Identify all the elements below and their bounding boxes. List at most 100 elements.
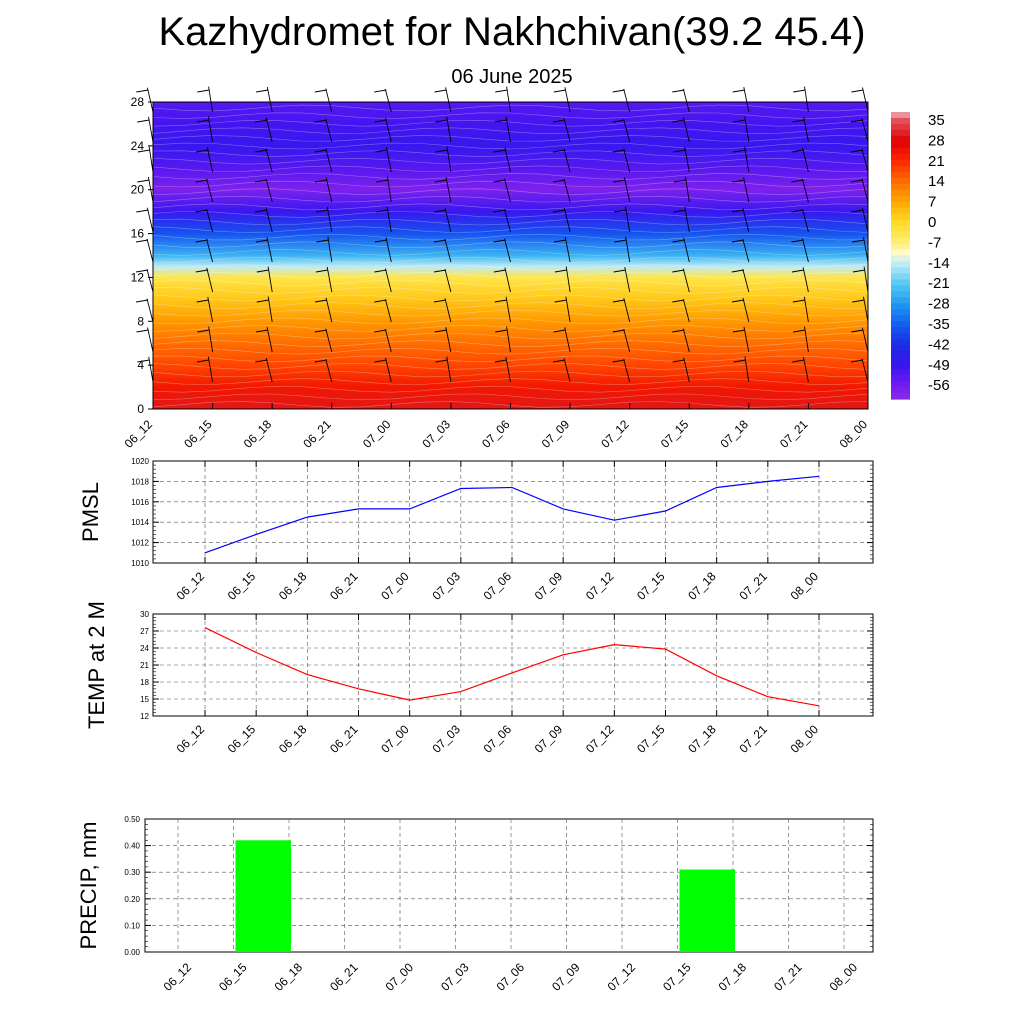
wind-barb <box>743 177 750 203</box>
x-tick-label: 07_15 <box>660 960 694 994</box>
y-tick-label: 8 <box>137 314 144 328</box>
y-tick-label: 0 <box>137 402 144 416</box>
wind-barb-flag <box>791 269 805 273</box>
contour-line <box>152 279 869 287</box>
wind-barb-flag <box>850 359 864 363</box>
x-tick-label: 06_12 <box>174 722 208 756</box>
wind-barb-flag <box>850 119 864 123</box>
wind-barb-flag <box>137 179 150 183</box>
wind-barb-flag <box>256 299 269 303</box>
wind-barb-flag <box>733 149 746 153</box>
wind-barb <box>802 238 809 263</box>
wind-barb-flag <box>434 329 447 333</box>
wind-barb-flag <box>433 269 446 273</box>
contour-line <box>152 363 869 370</box>
wind-barb-flag <box>791 179 804 183</box>
wind-barb-flag <box>494 299 507 303</box>
wind-barb <box>325 119 333 143</box>
colorbar-swatch <box>891 291 910 298</box>
wind-barb <box>623 119 631 143</box>
colorbar-label: -28 <box>928 296 950 313</box>
wind-barb <box>505 356 511 383</box>
wind-barb <box>146 238 154 263</box>
x-tick-label: 07_21 <box>777 417 811 451</box>
wind-barb-flag <box>255 179 268 183</box>
wind-barb <box>266 327 273 353</box>
wind-barb <box>208 326 214 353</box>
colorbar-swatch <box>891 285 910 292</box>
wind-barb <box>682 268 690 293</box>
wind-barb <box>385 147 392 173</box>
wind-barb <box>742 208 750 233</box>
wind-barb-flag <box>851 89 864 93</box>
wind-barb <box>563 178 571 203</box>
wind-barb-flag <box>435 359 448 363</box>
contour-line <box>152 119 869 127</box>
colorbar-swatch <box>891 381 910 388</box>
wind-barb-flag <box>137 359 150 363</box>
wind-barb <box>267 296 273 323</box>
colorbar-swatch <box>891 243 910 251</box>
wind-barb-flag <box>255 119 268 123</box>
wind-barb-flag <box>197 89 210 93</box>
x-tick-label: 07_15 <box>658 417 692 451</box>
wind-barb <box>444 207 452 233</box>
wind-barb-flag <box>136 329 149 333</box>
y-tick-label: 20 <box>131 183 145 197</box>
wind-barb-flag <box>672 269 685 273</box>
wind-barb-flag <box>256 269 269 273</box>
wind-barb <box>265 179 273 203</box>
colorbar: 35 28 21 14 7 0 -7 -14 -21 -28 -35 -42 -49 -56 <box>891 112 950 400</box>
x-tick-label: 07_12 <box>598 417 632 451</box>
wind-barb <box>325 88 333 113</box>
wind-barb <box>265 358 273 383</box>
precip-axis-title: PRECIP, mm <box>76 822 101 950</box>
wind-barb <box>803 357 809 383</box>
y-tick-label: 1012 <box>131 539 149 548</box>
wind-barb-flag <box>791 209 804 213</box>
wind-barb-flag <box>792 359 805 363</box>
wind-barb-flag <box>612 299 625 303</box>
y-tick-label: 1016 <box>131 498 149 507</box>
wind-barb <box>803 116 809 143</box>
wind-barb-flag <box>195 239 208 243</box>
wind-barb <box>624 267 631 293</box>
colorbar-label: -21 <box>928 275 950 292</box>
y-tick-label: 1014 <box>131 518 149 527</box>
wind-barb-flag <box>316 239 329 243</box>
wind-barb <box>743 87 750 113</box>
wind-barb-flag <box>433 239 446 243</box>
temp2m-axis-title: TEMP at 2 M <box>84 601 109 729</box>
wind-barb-flag <box>553 329 566 333</box>
wind-barb-flag <box>851 209 864 213</box>
wind-barb-flag <box>433 299 447 303</box>
wind-barb <box>861 118 869 143</box>
x-tick-label: 07_18 <box>685 569 719 603</box>
wind-barb-flag <box>613 179 626 183</box>
colorbar-swatch <box>891 303 910 310</box>
wind-barb <box>146 298 154 323</box>
wind-barb <box>384 88 392 113</box>
x-tick-label: 07_00 <box>378 569 412 603</box>
x-tick-label: 07_12 <box>605 960 639 994</box>
contour-line <box>153 287 869 294</box>
cross-section-field <box>153 102 868 409</box>
contour-line <box>152 188 869 195</box>
wind-barb-flag <box>434 89 447 93</box>
x-tick-label: 07_18 <box>717 417 751 451</box>
precip-bar <box>679 869 735 952</box>
wind-barb-flag <box>434 179 447 183</box>
wind-barb <box>804 326 809 353</box>
pmsl-panel: 1010 1012 1014 1016 1018 1020 06_12 06_15 06_18 0… <box>78 457 874 603</box>
x-tick-label: 07_12 <box>583 722 617 756</box>
wind-barb-flag <box>733 119 746 123</box>
wind-barb-flag <box>791 239 804 243</box>
wind-barb <box>266 237 273 263</box>
colorbar-swatch <box>891 177 910 185</box>
wind-barb-flag <box>672 239 685 243</box>
colorbar-label: 21 <box>928 153 945 170</box>
wind-barb-flag <box>553 149 566 153</box>
wind-barb-flag <box>314 329 327 333</box>
wind-barb <box>506 326 511 353</box>
wind-barb <box>325 148 333 173</box>
